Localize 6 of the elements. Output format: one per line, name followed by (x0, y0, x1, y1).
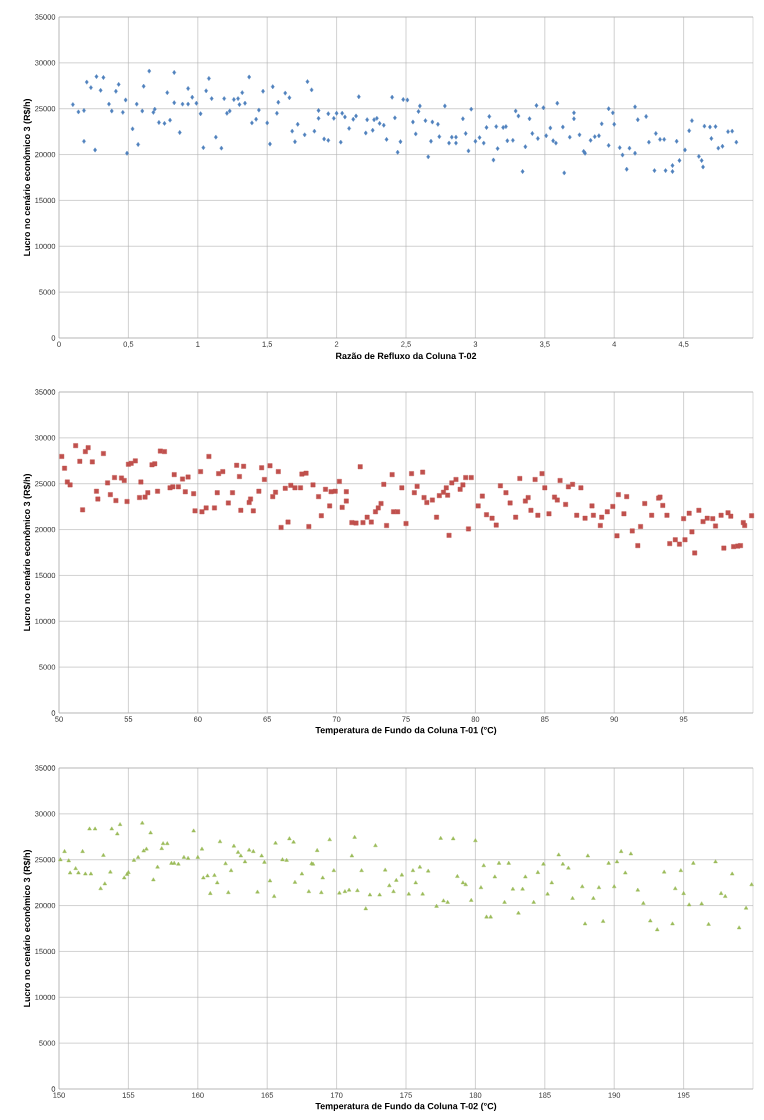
x-axis-title: Razão de Refluxo da Coluna T-02 (336, 352, 477, 360)
x-axis-title: Temperatura de Fundo da Coluna T-01 (°C) (315, 726, 497, 736)
y-axis-title: Lucro no cenário econômico 3 (R$/h) (23, 849, 32, 1007)
x-axis-title: Temperatura de Fundo da Coluna T-02 (°C) (315, 1102, 497, 1112)
y-axis-title: Lucro no cenário econômico 3 (R$/h) (23, 473, 32, 631)
y-axis-title: Lucro no cenário econômico 3 (R$/h) (23, 98, 32, 256)
